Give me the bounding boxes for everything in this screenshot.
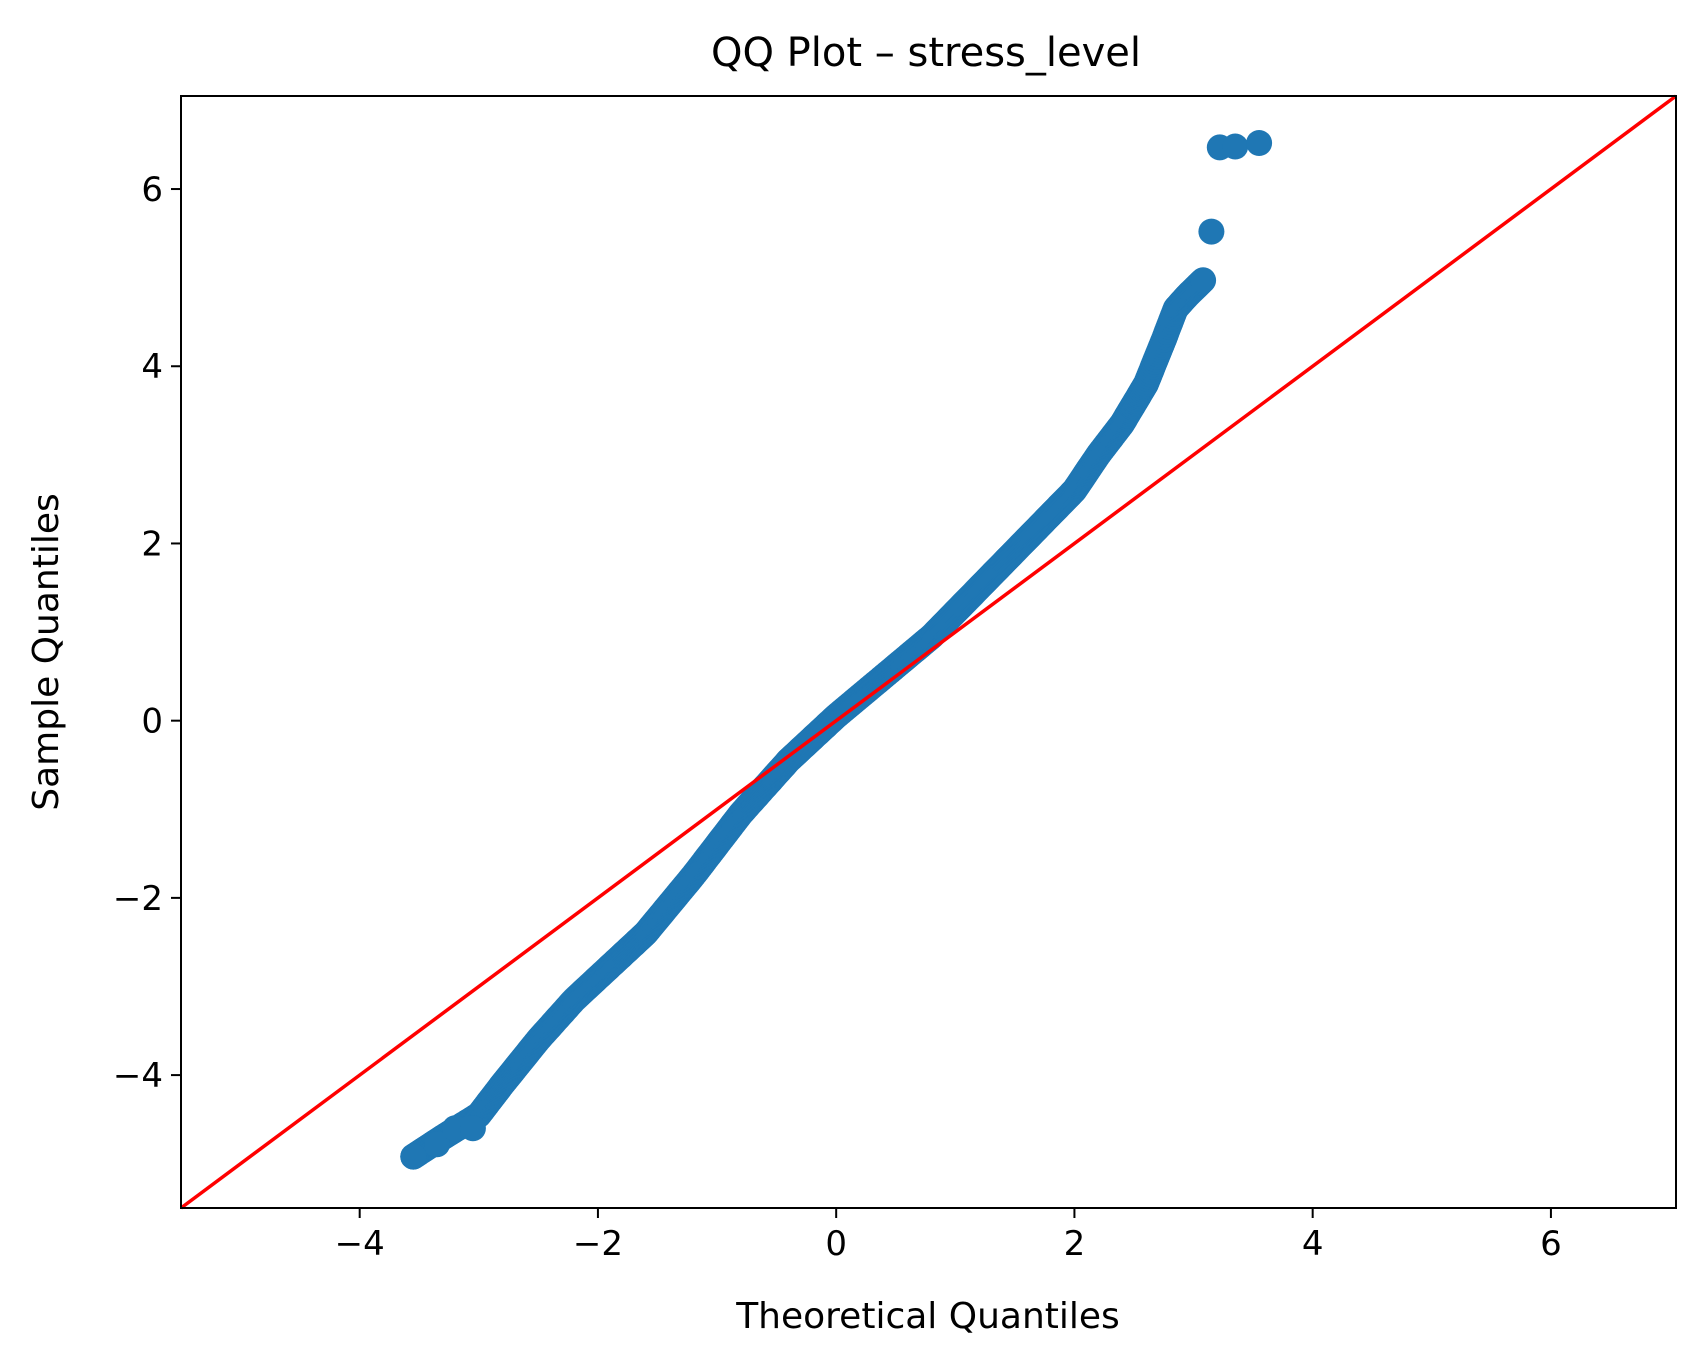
x-tick-label: 0	[825, 1224, 847, 1264]
y-tick-label: 2	[141, 524, 163, 564]
y-tick-label: 0	[141, 702, 163, 742]
data-point	[1222, 133, 1249, 160]
x-tick-label: −2	[573, 1224, 623, 1264]
y-tick-label: −4	[113, 1056, 163, 1096]
y-tick-label: 6	[141, 170, 163, 210]
chart-title: QQ Plot – stress_level	[711, 30, 1141, 76]
reference-line	[179, 94, 1678, 1210]
x-axis-label: Theoretical Quantiles	[735, 1296, 1120, 1337]
plot-area	[179, 94, 1678, 1210]
y-tick-label: 4	[141, 347, 163, 387]
data-point	[442, 1115, 468, 1142]
x-tick-label: 2	[1064, 1224, 1086, 1264]
y-axis-label: Sample Quantiles	[26, 493, 67, 810]
plot-frame	[180, 95, 1677, 1209]
data-point	[1246, 130, 1273, 156]
data-point	[459, 1115, 486, 1142]
x-axis: −4 −2 0 2 4 6	[335, 1208, 1562, 1264]
x-tick-label: −4	[335, 1224, 385, 1264]
y-tick-label: −2	[113, 879, 163, 919]
data-point	[1198, 218, 1225, 245]
y-axis: −4 −2 0 2 4 6	[113, 170, 181, 1096]
data-point	[400, 1143, 427, 1170]
x-tick-label: 6	[1540, 1224, 1562, 1264]
x-tick-label: 4	[1302, 1224, 1324, 1264]
data-point	[1190, 267, 1217, 294]
data-point	[424, 1131, 451, 1158]
